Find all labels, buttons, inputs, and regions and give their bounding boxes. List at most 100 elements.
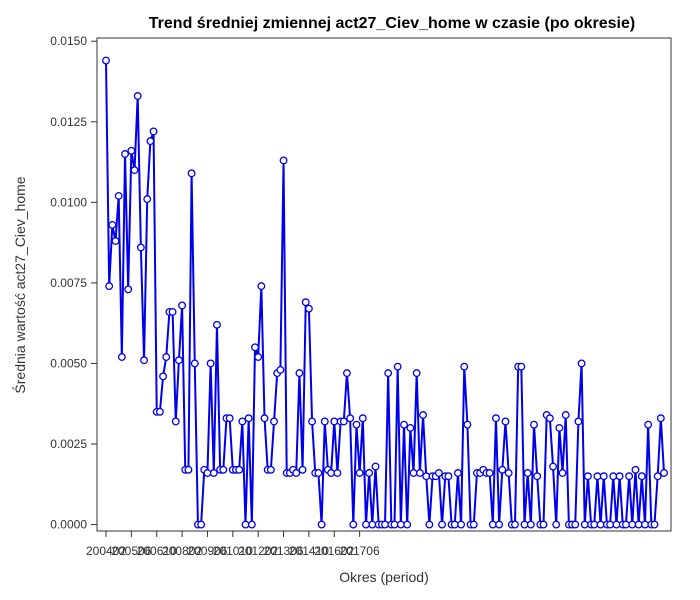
y-tick-label: 0.0050 <box>50 356 87 370</box>
data-point <box>590 520 599 529</box>
data-point <box>254 353 263 361</box>
data-point <box>314 469 323 477</box>
data-point <box>121 150 129 158</box>
x-tick-label: 200610 <box>137 544 177 558</box>
data-point <box>498 465 507 474</box>
data-point <box>656 414 665 423</box>
data-point <box>187 169 196 178</box>
data-point <box>384 369 393 378</box>
data-point <box>622 520 630 529</box>
data-point <box>235 465 244 474</box>
data-point <box>159 372 168 381</box>
chart-title: Trend średniej zmiennej act27_Ciev_home … <box>149 15 635 32</box>
data-point <box>136 243 145 252</box>
data-point <box>130 166 139 175</box>
data-point <box>580 520 589 529</box>
data-point <box>641 520 649 529</box>
series-markers <box>102 56 668 529</box>
data-point <box>155 407 164 416</box>
data-point <box>146 137 155 146</box>
data-point <box>457 520 466 529</box>
data-point <box>279 156 288 165</box>
data-point <box>206 359 215 368</box>
data-point <box>197 520 206 529</box>
x-tick-label: 201202 <box>238 544 278 558</box>
x-tick-label: 201306 <box>264 544 304 558</box>
data-point <box>533 472 542 481</box>
y-tick-label: 0.0075 <box>50 276 87 290</box>
y-axis: 0.0000 0.0025 0.0050 0.0075 0.0100 0.0125 0.01… <box>50 34 97 532</box>
x-tick-label: 200506 <box>111 544 151 558</box>
data-point <box>241 520 250 529</box>
data-point <box>203 469 212 477</box>
y-tick-label: 0.0150 <box>50 34 87 48</box>
data-point <box>403 520 412 529</box>
data-point <box>162 353 171 361</box>
data-point <box>209 469 218 477</box>
data-point <box>304 304 313 313</box>
data-point <box>339 417 348 426</box>
data-point <box>260 414 269 423</box>
data-point <box>352 420 361 429</box>
data-point <box>612 520 621 529</box>
data-point <box>628 520 637 529</box>
y-tick-label: 0.0000 <box>50 518 87 532</box>
data-point <box>409 469 418 477</box>
data-point <box>127 146 136 155</box>
x-tick-label: 201410 <box>289 544 329 558</box>
data-point <box>140 356 148 365</box>
data-point <box>419 411 427 419</box>
data-point <box>368 520 377 529</box>
data-point <box>425 520 434 529</box>
data-point <box>247 520 256 529</box>
data-point <box>460 362 469 371</box>
data-point <box>276 365 285 374</box>
x-tick-label: 200802 <box>162 544 202 558</box>
data-point <box>453 469 462 477</box>
data-point <box>108 220 117 229</box>
x-axis-label: Okres (period) <box>339 569 428 585</box>
data-point <box>520 520 529 529</box>
data-point <box>434 469 443 477</box>
x-tick-label: 200906 <box>187 544 227 558</box>
data-point <box>561 411 570 419</box>
data-point <box>653 472 662 481</box>
data-point <box>390 520 399 529</box>
data-point <box>124 285 133 294</box>
data-point <box>438 520 447 529</box>
y-tick-label: 0.0100 <box>50 195 87 209</box>
data-point <box>650 520 659 529</box>
data-point <box>362 520 370 529</box>
data-point <box>634 520 643 529</box>
data-point <box>545 414 554 423</box>
y-tick-label: 0.0125 <box>50 115 87 129</box>
data-point <box>444 472 453 481</box>
data-point <box>511 520 519 529</box>
data-point <box>178 301 187 310</box>
data-point <box>492 414 500 423</box>
plot-area-frame <box>96 37 672 532</box>
data-point <box>225 414 234 423</box>
data-point <box>257 282 266 291</box>
data-point <box>599 472 608 481</box>
data-point <box>530 420 538 429</box>
x-tick-label: 201706 <box>340 544 380 558</box>
data-point <box>596 520 605 529</box>
data-point <box>346 414 355 423</box>
data-point <box>102 56 110 65</box>
data-point <box>571 520 580 529</box>
data-point <box>583 472 592 481</box>
data-point <box>308 417 317 426</box>
data-point <box>238 417 247 426</box>
data-point <box>644 420 653 429</box>
data-point <box>330 417 339 426</box>
data-point <box>625 472 634 481</box>
data-point <box>111 237 120 245</box>
data-point <box>495 520 504 529</box>
data-point <box>504 469 513 477</box>
y-tick-label: 0.0025 <box>50 437 87 451</box>
data-point <box>469 520 478 529</box>
data-point <box>320 417 329 426</box>
x-tick-label: 201602 <box>314 544 354 558</box>
data-point <box>400 420 408 429</box>
